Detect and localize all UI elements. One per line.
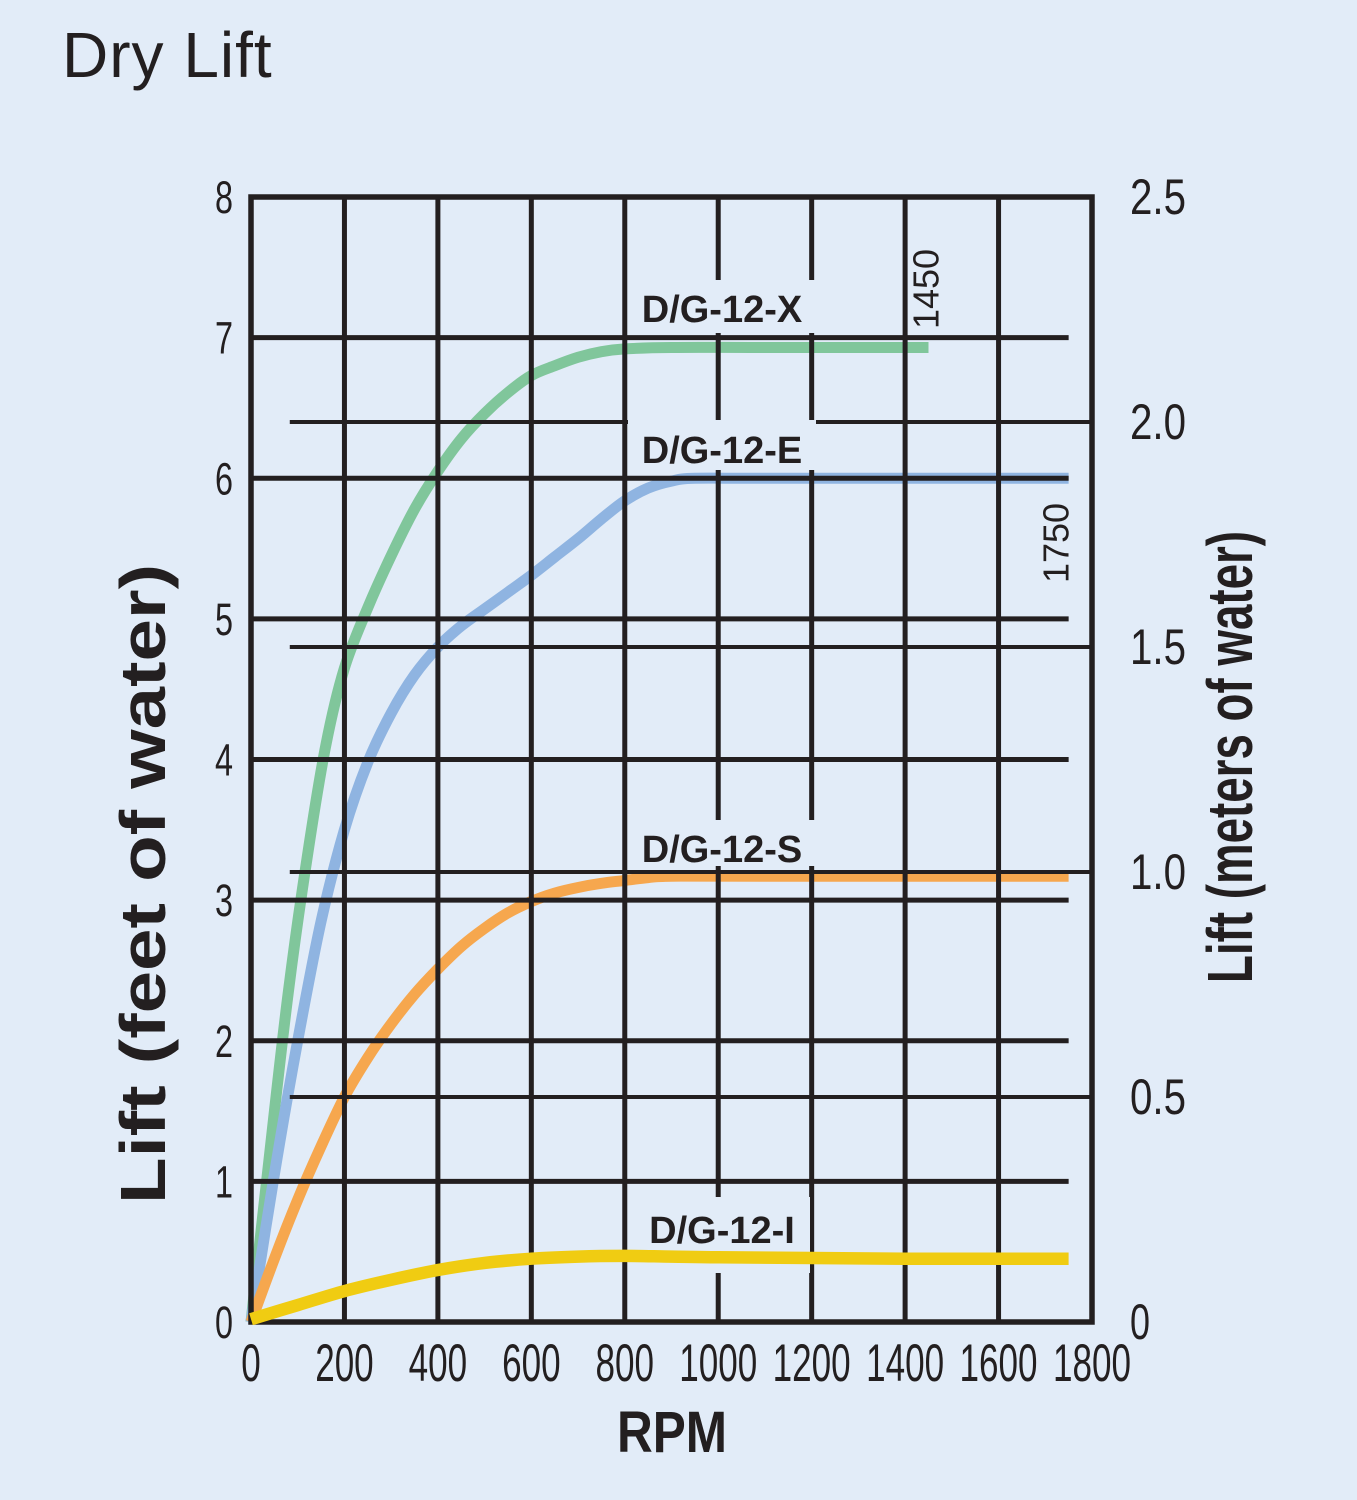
y-axis-left-tick: 6	[215, 453, 233, 504]
y-axis-left-tick: 8	[215, 172, 233, 223]
x-axis-tick: 1000	[679, 1334, 757, 1393]
y-axis-left-tick: 3	[215, 875, 233, 926]
curve-label-dg12s: D/G-12-S	[642, 829, 802, 871]
x-axis-tick: 1800	[1053, 1334, 1131, 1393]
curve-dg12s	[245, 870, 1069, 1324]
x-axis-tick: 400	[409, 1334, 468, 1393]
y-axis-left-tick: 5	[215, 594, 233, 645]
y-axis-right-tick: 1.0	[1130, 844, 1186, 900]
y-axis-right-title: Lift (meters of water)	[1194, 531, 1266, 983]
y-axis-right-tick: 0.5	[1130, 1069, 1186, 1125]
plot-border	[248, 194, 1095, 1325]
y-axis-left-title: Lift (feet of water)	[107, 564, 179, 1204]
y-axis-right-tick: 2.5	[1130, 169, 1186, 225]
y-axis-left-tick: 0	[215, 1297, 233, 1348]
max-rpm-label-dg12x: 1450	[906, 249, 947, 329]
y-axis-right-tick: 2.0	[1130, 394, 1186, 450]
label-mask	[628, 280, 816, 333]
x-axis-tick: 1200	[773, 1334, 851, 1393]
curve-label-dg12i: D/G-12-I	[649, 1210, 795, 1252]
y-axis-right-tick: 1.5	[1130, 619, 1186, 675]
label-mask	[628, 420, 816, 470]
y-axis-left-tick: 4	[215, 735, 233, 786]
max-rpm-label-dg12e: 1750	[1036, 503, 1077, 583]
x-axis-tick: 0	[241, 1334, 261, 1393]
curve-dg12x	[245, 341, 929, 1323]
x-axis-tick: 600	[502, 1334, 561, 1393]
x-axis-tick: 200	[315, 1334, 374, 1393]
grid	[248, 194, 1095, 1325]
y-axis-left-tick: 2	[215, 1016, 233, 1067]
x-axis-tick: 1400	[866, 1334, 944, 1393]
curve-label-dg12e: D/G-12-E	[642, 430, 802, 472]
x-axis-tick: 800	[596, 1334, 655, 1393]
y-axis-left-tick: 1	[215, 1156, 233, 1207]
curve-dg12i	[249, 1249, 1069, 1326]
curve-label-dg12x: D/G-12-X	[642, 289, 803, 331]
label-mask	[628, 820, 816, 866]
x-axis-title: RPM	[617, 1400, 727, 1465]
label-masks	[628, 280, 816, 1273]
y-axis-right-tick: 0	[1130, 1294, 1150, 1350]
page-title: Dry Lift	[62, 19, 273, 91]
y-axis-left-tick: 7	[215, 313, 233, 364]
x-axis-tick: 1600	[960, 1334, 1038, 1393]
